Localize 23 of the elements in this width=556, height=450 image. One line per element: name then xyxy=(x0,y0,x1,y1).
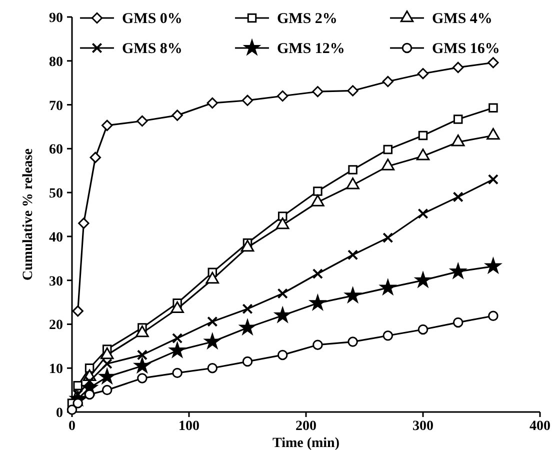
legend-label: GMS 4% xyxy=(432,11,492,27)
x-tick-label: 400 xyxy=(530,419,550,434)
y-tick-label: 80 xyxy=(49,54,63,70)
y-tick-label: 20 xyxy=(49,318,63,334)
y-tick-label: 70 xyxy=(49,98,63,114)
x-tick-label: 300 xyxy=(412,419,434,434)
x-tick-label: 200 xyxy=(296,419,316,434)
legend-label: GMS 12% xyxy=(277,41,345,57)
y-tick-label: 50 xyxy=(49,186,63,202)
legend-label: GMS 0% xyxy=(122,11,182,27)
y-tick-label: 90 xyxy=(49,11,63,26)
legend-label: GMS 2% xyxy=(277,11,338,27)
x-tick-label: 0 xyxy=(68,419,76,434)
y-tick-label: 0 xyxy=(56,406,63,421)
x-axis-title: Time (min) xyxy=(272,436,340,450)
x-tick-label: 100 xyxy=(178,419,200,434)
y-tick-label: 60 xyxy=(49,142,63,158)
y-axis-title: Cumulative % release xyxy=(21,148,36,280)
y-tick-label: 30 xyxy=(49,274,63,290)
y-tick-label: 40 xyxy=(49,230,63,246)
y-tick-label: 10 xyxy=(49,362,63,378)
legend-label: GMS 8% xyxy=(122,41,182,57)
legend-label: GMS 16% xyxy=(432,41,500,57)
